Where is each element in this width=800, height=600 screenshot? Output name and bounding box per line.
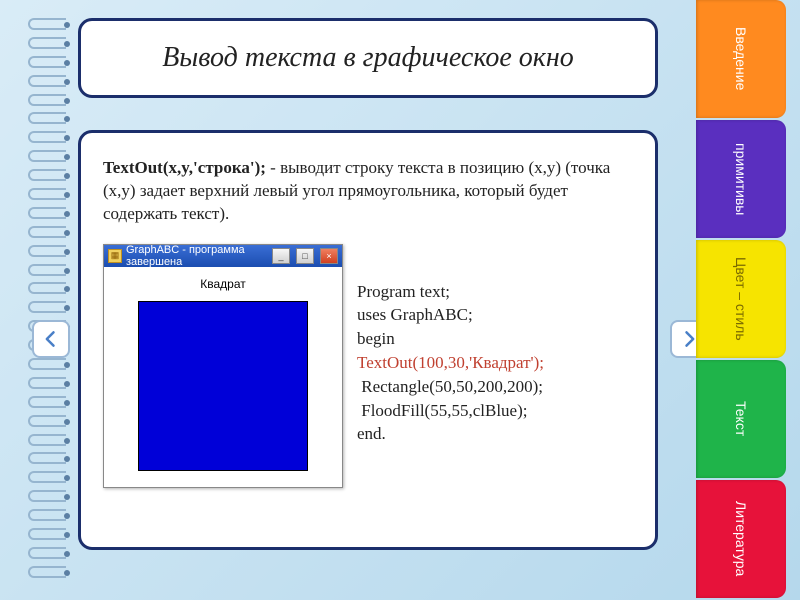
spiral-ring [28, 282, 66, 294]
spiral-ring [28, 396, 66, 408]
title-panel: Вывод текста в графическое окно [78, 18, 658, 98]
demo-window: ▦ GraphABC - программа завершена _ □ × К… [103, 244, 343, 488]
spiral-ring [28, 56, 66, 68]
page-title: Вывод текста в графическое окно [162, 42, 574, 74]
code-line: begin [357, 329, 395, 348]
demo-window-body: Квадрат [104, 267, 342, 487]
spiral-ring [28, 169, 66, 181]
code-line: Rectangle(50,50,200,200); [357, 377, 543, 396]
spiral-binding [28, 18, 68, 578]
spiral-ring [28, 434, 66, 446]
spiral-ring [28, 18, 66, 30]
side-tab[interactable]: Литература [696, 480, 786, 598]
spiral-ring [28, 471, 66, 483]
demo-square-label: Квадрат [120, 277, 326, 291]
code-line: FloodFill(55,55,clBlue); [357, 401, 527, 420]
code-line: uses GraphABC; [357, 305, 473, 324]
spiral-ring [28, 188, 66, 200]
spiral-ring [28, 37, 66, 49]
minimize-button[interactable]: _ [272, 248, 290, 264]
code-line: Program text; [357, 282, 450, 301]
spiral-ring [28, 245, 66, 257]
close-button[interactable]: × [320, 248, 338, 264]
chevron-left-icon [41, 329, 61, 349]
code-block: Program text; uses GraphABC; begin TextO… [357, 244, 544, 446]
demo-row: ▦ GraphABC - программа завершена _ □ × К… [103, 244, 633, 488]
prev-button[interactable] [32, 320, 70, 358]
side-tab[interactable]: Введение [696, 0, 786, 118]
app-icon: ▦ [108, 249, 122, 263]
spiral-ring [28, 547, 66, 559]
spiral-ring [28, 528, 66, 540]
spiral-ring [28, 207, 66, 219]
content-panel: TextOut(x,y,'строка'); - выводит строку … [78, 130, 658, 550]
demo-window-title: GraphABC - программа завершена [126, 244, 266, 268]
side-tab[interactable]: примитивы [696, 120, 786, 238]
spiral-ring [28, 415, 66, 427]
description: TextOut(x,y,'строка'); - выводит строку … [103, 157, 633, 226]
side-tab[interactable]: Текст [696, 360, 786, 478]
spiral-ring [28, 150, 66, 162]
spiral-ring [28, 490, 66, 502]
side-tabs: ВведениепримитивыЦвет – стильТекстЛитера… [696, 0, 786, 600]
spiral-ring [28, 377, 66, 389]
spiral-ring [28, 75, 66, 87]
spiral-ring [28, 509, 66, 521]
spiral-ring [28, 452, 66, 464]
spiral-ring [28, 131, 66, 143]
spiral-ring [28, 566, 66, 578]
spiral-ring [28, 301, 66, 313]
slide: Вывод текста в графическое окно TextOut(… [0, 0, 800, 600]
spiral-ring [28, 94, 66, 106]
demo-window-titlebar: ▦ GraphABC - программа завершена _ □ × [104, 245, 342, 267]
spiral-ring [28, 226, 66, 238]
spiral-ring [28, 264, 66, 276]
side-tab[interactable]: Цвет – стиль [696, 240, 786, 358]
demo-square [138, 301, 308, 471]
code-line: end. [357, 424, 386, 443]
code-line-highlight: TextOut(100,30,'Квадрат'); [357, 353, 544, 372]
maximize-button[interactable]: □ [296, 248, 314, 264]
spiral-ring [28, 112, 66, 124]
spiral-ring [28, 358, 66, 370]
func-signature: TextOut(x,y,'строка'); [103, 158, 266, 177]
